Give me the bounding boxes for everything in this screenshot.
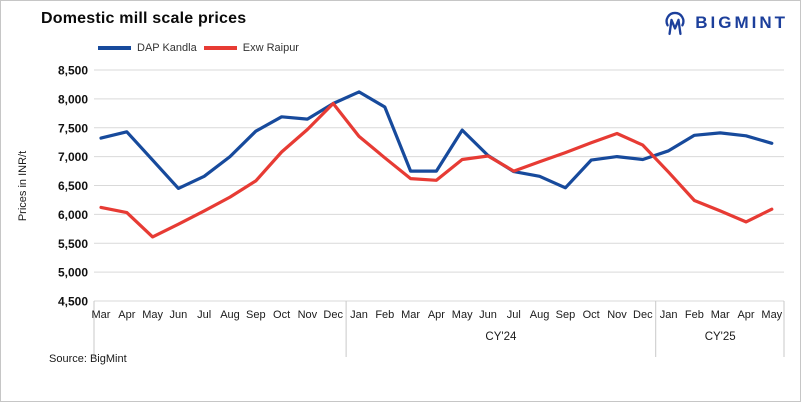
- y-tick-label: 8,000: [58, 92, 88, 106]
- series-line-exw-raipur: [99, 101, 774, 239]
- x-tick-label: Apr: [737, 309, 754, 321]
- x-tick-label: May: [142, 309, 163, 321]
- legend-swatch-red: [203, 46, 237, 50]
- x-tick-label: Jul: [197, 309, 211, 321]
- x-tick-label: Jan: [660, 309, 678, 321]
- source-note: Source: BigMint: [49, 353, 127, 365]
- series-line-dap-kandla: [99, 90, 774, 190]
- x-tick-label: Dec: [323, 309, 343, 321]
- x-tick-label: Mar: [92, 309, 111, 321]
- x-tick-label: Oct: [583, 309, 600, 321]
- x-tick-label: Dec: [633, 309, 653, 321]
- x-tick-label: Mar: [401, 309, 420, 321]
- x-tick-label: Mar: [711, 309, 730, 321]
- year-group-label: CY'24: [485, 331, 517, 343]
- brand-logo: BIGMINT: [661, 8, 788, 38]
- x-tick-label: Feb: [685, 309, 704, 321]
- y-tick-label: 8,500: [58, 64, 88, 78]
- x-tick-label: Jan: [350, 309, 368, 321]
- y-tick-label: 7,000: [58, 150, 88, 164]
- chart-legend: DAP Kandla Exw Raipur: [98, 42, 299, 54]
- x-tick-label: Nov: [607, 309, 627, 321]
- legend-label: Exw Raipur: [242, 42, 299, 54]
- x-tick-label: Jul: [507, 309, 521, 321]
- x-tick-label: May: [452, 309, 473, 321]
- y-tick-label: 4,500: [58, 295, 88, 309]
- x-tick-label: Sep: [246, 309, 266, 321]
- x-tick-label: Aug: [220, 309, 240, 321]
- x-tick-label: Apr: [428, 309, 445, 321]
- y-tick-label: 6,000: [58, 208, 88, 222]
- legend-swatch-blue: [98, 46, 131, 50]
- x-tick-label: Jun: [479, 309, 497, 321]
- page-title: Domestic mill scale prices: [41, 10, 247, 27]
- x-tick-label: Oct: [273, 309, 290, 321]
- x-tick-label: Feb: [375, 309, 394, 321]
- legend-item-dap-kandla: DAP Kandla: [98, 42, 197, 54]
- y-tick-label: 5,000: [58, 266, 88, 280]
- legend-label: DAP Kandla: [137, 42, 197, 54]
- x-tick-label: Jun: [170, 309, 188, 321]
- x-tick-label: Nov: [298, 309, 318, 321]
- x-tick-label: Aug: [530, 309, 550, 321]
- x-tick-label: Sep: [556, 309, 576, 321]
- y-tick-label: 5,500: [58, 237, 88, 251]
- brand-wordmark: BIGMINT: [695, 13, 788, 32]
- x-tick-label: Apr: [118, 309, 135, 321]
- x-tick-label: May: [761, 309, 782, 321]
- bigmint-logo-icon: [665, 11, 685, 36]
- legend-item-exw-raipur: Exw Raipur: [203, 42, 299, 54]
- y-tick-label: 6,500: [58, 179, 88, 193]
- y-tick-label: 7,500: [58, 121, 88, 135]
- y-axis-title: Prices in INR/t: [17, 150, 29, 222]
- year-group-label: CY'25: [705, 331, 736, 343]
